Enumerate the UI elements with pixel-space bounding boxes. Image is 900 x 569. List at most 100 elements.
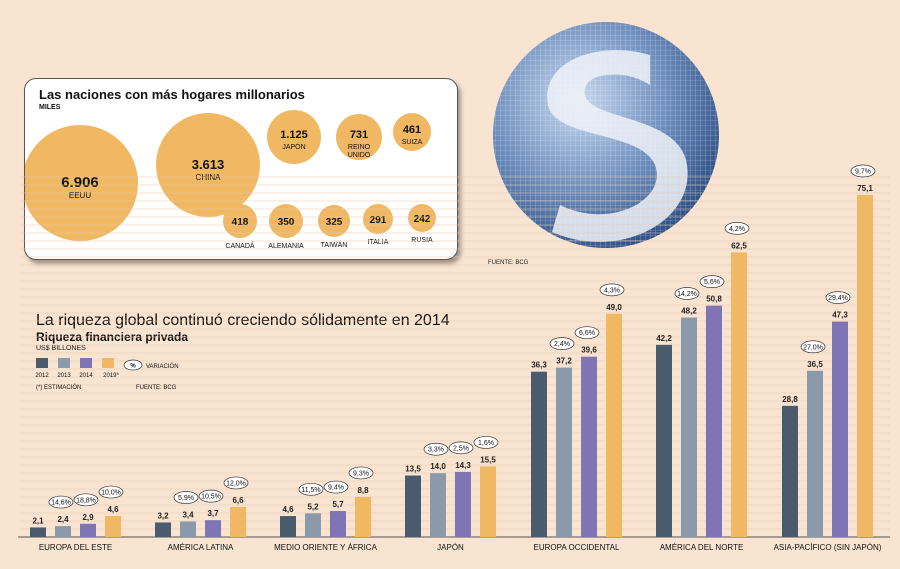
bubble-value: 350 bbox=[278, 217, 295, 228]
estimate-note: (*) ESTIMACIÓN bbox=[36, 384, 81, 391]
bar-2012-6 bbox=[656, 344, 672, 537]
bubble-chart-unit: MILES bbox=[39, 104, 61, 111]
category-label: ASIA-PACÍFICO (SIN JAPÓN) bbox=[774, 543, 882, 552]
bar-2012-5 bbox=[531, 371, 547, 537]
bar-2012-7 bbox=[782, 405, 798, 537]
bar-value-label: 3,2 bbox=[157, 511, 169, 520]
bar-value-label: 4,6 bbox=[282, 505, 294, 514]
change-label: 29,4% bbox=[828, 295, 848, 302]
bar-value-label: 5,7 bbox=[332, 500, 344, 509]
bar-value-label: 39,6 bbox=[581, 346, 597, 355]
bubble-1 bbox=[25, 125, 138, 241]
legend-swatch-2013 bbox=[58, 358, 70, 368]
bar-value-label: 6,6 bbox=[232, 496, 244, 505]
bar-value-label: 15,5 bbox=[480, 455, 496, 464]
legend-change-label: VARIACIÓN bbox=[146, 363, 179, 370]
bar-2013-5 bbox=[556, 367, 572, 537]
change-bubble bbox=[348, 466, 374, 480]
bar-value-label: 2,4 bbox=[57, 515, 69, 524]
change-label: 9,7% bbox=[855, 169, 871, 176]
bar-2014-3 bbox=[330, 511, 346, 537]
change-label: 10,0% bbox=[101, 490, 121, 497]
bar-2013-3 bbox=[305, 513, 321, 537]
bar-value-label: 48,2 bbox=[681, 307, 697, 316]
s-shape-icon bbox=[547, 50, 688, 242]
bubble-country-label: CHINA bbox=[196, 173, 222, 182]
bar-2013-4 bbox=[430, 473, 446, 537]
change-bubble bbox=[825, 291, 851, 304]
bar-2014-2 bbox=[205, 520, 221, 537]
bar-2012-1 bbox=[30, 527, 46, 537]
legend-change-icon bbox=[123, 359, 143, 371]
change-label: 10,5% bbox=[201, 494, 221, 501]
bubble-5 bbox=[393, 113, 431, 151]
bubble-6 bbox=[223, 204, 257, 238]
change-bubble bbox=[674, 287, 700, 300]
bar-value-label: 8,8 bbox=[357, 486, 369, 495]
change-label: 11,5% bbox=[301, 487, 320, 494]
bubble-country-label: ALEMANIA bbox=[268, 243, 304, 250]
bubble-value: 6.906 bbox=[61, 174, 99, 191]
change-bubble bbox=[850, 164, 876, 178]
change-label: 2,4% bbox=[554, 341, 570, 348]
change-label: 9,3% bbox=[353, 470, 369, 477]
bubble-country-label: JAPÓN bbox=[282, 142, 305, 151]
change-bubble bbox=[223, 476, 249, 490]
bar-2013-2 bbox=[180, 521, 196, 537]
change-bubble bbox=[724, 222, 750, 235]
change-label: 2,5% bbox=[453, 445, 469, 452]
change-label: 5,6% bbox=[704, 279, 720, 286]
change-bubble bbox=[599, 283, 625, 297]
change-bubble bbox=[73, 493, 99, 507]
bar-2012-4 bbox=[405, 475, 421, 537]
bubble-value: 242 bbox=[414, 214, 431, 225]
bar-2014-4 bbox=[455, 471, 471, 537]
bar-value-label: 14,0 bbox=[430, 462, 446, 471]
change-bubble bbox=[48, 495, 74, 509]
bubble-value: 461 bbox=[403, 124, 421, 136]
bar-2012-3 bbox=[280, 516, 296, 537]
change-bubble bbox=[699, 275, 725, 289]
bar-value-label: 13,5 bbox=[405, 465, 421, 474]
legend-swatch-2014 bbox=[80, 358, 92, 368]
change-label: 14,6% bbox=[51, 500, 71, 507]
bubble-value: 3.613 bbox=[192, 157, 225, 172]
bar-2019-1 bbox=[105, 516, 121, 537]
bar-value-label: 47,3 bbox=[832, 311, 848, 320]
category-label: MEDIO ORIENTE Y ÁFRICA bbox=[274, 543, 377, 552]
bar-value-label: 36,3 bbox=[531, 361, 547, 370]
bubble-7 bbox=[269, 204, 303, 238]
change-bubble bbox=[473, 436, 499, 449]
bar-value-label: 2,1 bbox=[32, 516, 44, 525]
change-label: 4,3% bbox=[604, 287, 620, 294]
bubble-value: 291 bbox=[370, 215, 387, 226]
change-label: 9,4% bbox=[328, 485, 344, 492]
bar-2019-5 bbox=[606, 313, 622, 537]
change-bubble bbox=[448, 441, 474, 455]
bar-2014-6 bbox=[706, 305, 722, 537]
change-label: 1,6% bbox=[478, 440, 494, 447]
bar-2013-6 bbox=[681, 317, 697, 537]
change-label: 5,9% bbox=[178, 495, 194, 502]
legend-swatch-2019 bbox=[102, 358, 114, 368]
bubble-value: 731 bbox=[350, 129, 368, 141]
change-label: 6,6% bbox=[579, 330, 595, 337]
bar-2019-4 bbox=[480, 466, 496, 537]
bar-chart-source: FUENTE: BCG bbox=[136, 385, 177, 391]
change-bubble bbox=[423, 442, 449, 456]
bar-value-label: 28,8 bbox=[782, 395, 798, 404]
bar-chart-title: La riqueza global continuó creciendo sól… bbox=[36, 312, 450, 329]
bubble-country-label: RUSIA bbox=[411, 237, 433, 244]
legend-label: 2013 bbox=[57, 373, 71, 379]
legend-label: 2019* bbox=[103, 373, 119, 379]
bar-2014-1 bbox=[80, 523, 96, 537]
bubble-chart-title: Las naciones con más hogares millonarios bbox=[39, 87, 305, 102]
bar-value-label: 62,5 bbox=[731, 241, 747, 250]
category-label: EUROPA DEL ESTE bbox=[39, 543, 112, 552]
bar-value-label: 42,2 bbox=[656, 334, 672, 343]
category-label: AMÉRICA DEL NORTE bbox=[660, 543, 744, 552]
legend-label: 2014 bbox=[79, 373, 93, 379]
bar-value-label: 2,9 bbox=[82, 513, 94, 522]
